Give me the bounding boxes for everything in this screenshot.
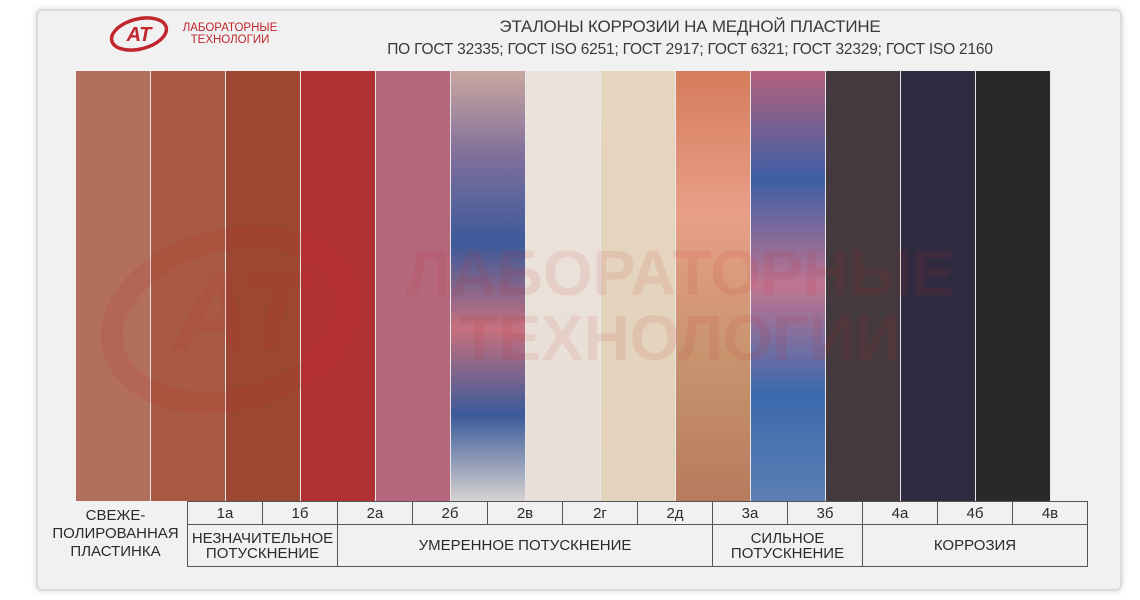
fresh-plate-cell: СВЕЖЕ- ПОЛИРОВАННАЯ ПЛАСТИНКА: [44, 501, 188, 567]
category-corrosion: КОРРОЗИЯ: [862, 524, 1088, 567]
corrosion-strip: [601, 71, 676, 501]
corrosion-strip: [451, 71, 526, 501]
corrosion-strip: [76, 71, 151, 501]
corrosion-strip: [376, 71, 451, 501]
corrosion-strip: [901, 71, 976, 501]
corrosion-strip: [676, 71, 751, 501]
corrosion-strip: [301, 71, 376, 501]
page-subtitle: ПО ГОСТ 32335; ГОСТ ISO 6251; ГОСТ 2917;…: [387, 41, 993, 58]
category-dark-tarnish: СИЛЬНОЕ ПОТУСКНЕНИЕ: [712, 524, 863, 567]
strip-label-4v: 4в: [1012, 501, 1088, 525]
corrosion-strips: [76, 71, 1051, 501]
strip-label-2a: 2а: [337, 501, 413, 525]
strip-label-1a: 1а: [187, 501, 263, 525]
corrosion-strip: [526, 71, 601, 501]
strip-label-2b: 2б: [412, 501, 488, 525]
classification-table: СВЕЖЕ- ПОЛИРОВАННАЯ ПЛАСТИНКА 1а 1б 2а 2…: [44, 501, 1088, 567]
company-logo: АТ ЛАБОРАТОРНЫЕ ТЕХНОЛОГИИ: [108, 13, 308, 55]
strip-label-3a: 3а: [712, 501, 788, 525]
logo-icon: АТ: [109, 16, 169, 52]
page-title: ЭТАЛОНЫ КОРРОЗИИ НА МЕДНОЙ ПЛАСТИНЕ: [499, 17, 881, 36]
logo-line-1: ЛАБОРАТОРНЫЕ: [182, 22, 278, 34]
strip-label-2d: 2д: [637, 501, 713, 525]
strip-label-3b: 3б: [787, 501, 863, 525]
strip-label-1b: 1б: [262, 501, 338, 525]
strip-label-4a: 4а: [862, 501, 938, 525]
svg-text:АТ: АТ: [126, 24, 153, 46]
category-moderate-tarnish: УМЕРЕННОЕ ПОТУСКНЕНИЕ: [337, 524, 713, 567]
strip-label-2g: 2г: [562, 501, 638, 525]
logo-wordmark: ЛАБОРАТОРНЫЕ ТЕХНОЛОГИИ: [170, 22, 290, 46]
corrosion-strip: [151, 71, 226, 501]
corrosion-strip: [751, 71, 826, 501]
strip-label-2v: 2в: [487, 501, 563, 525]
strip-label-4b: 4б: [937, 501, 1013, 525]
logo-line-2: ТЕХНОЛОГИИ: [190, 34, 270, 46]
corrosion-strip: [976, 71, 1051, 501]
category-slight-tarnish: НЕЗНАЧИТЕЛЬНОЕ ПОТУСКНЕНИЕ: [187, 524, 338, 567]
corrosion-strip: [226, 71, 301, 501]
corrosion-strip: [826, 71, 901, 501]
